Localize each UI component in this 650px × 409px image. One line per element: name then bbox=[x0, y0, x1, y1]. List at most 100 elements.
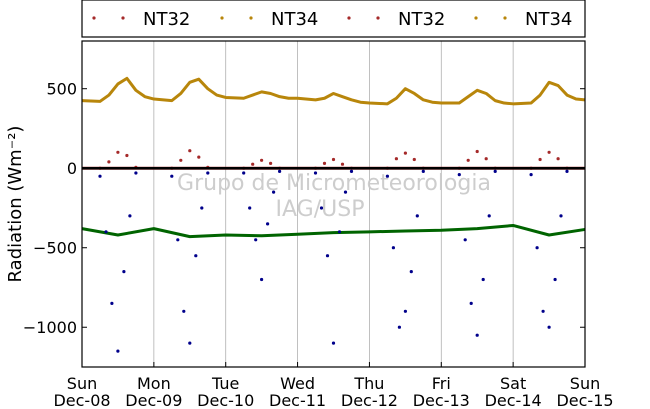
y-tick-label: −500 bbox=[33, 239, 77, 258]
legend-marker bbox=[220, 16, 224, 20]
data-point bbox=[541, 309, 545, 313]
data-point bbox=[475, 149, 479, 154]
data-point bbox=[194, 254, 198, 258]
data-point bbox=[269, 161, 273, 165]
data-point bbox=[179, 158, 183, 162]
x-tick-label: Fri bbox=[432, 374, 451, 393]
x-tick-label: Sun bbox=[570, 374, 600, 393]
legend-marker bbox=[121, 16, 125, 20]
data-point bbox=[260, 277, 264, 282]
data-point bbox=[188, 341, 192, 345]
data-point bbox=[475, 333, 479, 337]
data-point bbox=[134, 171, 138, 175]
x-tick-label: Dec-14 bbox=[485, 391, 542, 409]
legend: NT32 NT34 NT32 NT34 bbox=[92, 9, 572, 30]
data-point bbox=[484, 157, 488, 161]
data-point bbox=[266, 222, 270, 226]
x-tick-label: Dec-15 bbox=[556, 391, 613, 409]
x-tick-label: Thu bbox=[353, 374, 384, 393]
x-tick-label: Mon bbox=[137, 374, 171, 393]
legend-label: NT32 bbox=[143, 9, 190, 30]
data-point bbox=[325, 254, 330, 258]
data-point bbox=[343, 190, 348, 194]
data-point bbox=[188, 149, 192, 153]
y-axis-label: Radiation (Wm⁻²) bbox=[5, 126, 26, 283]
x-tick-label: Dec-12 bbox=[341, 391, 398, 409]
legend-box bbox=[81, 0, 586, 38]
legend-marker bbox=[347, 16, 351, 20]
data-point bbox=[493, 169, 497, 173]
data-point bbox=[116, 349, 120, 353]
data-point bbox=[481, 277, 485, 282]
data-point bbox=[415, 214, 419, 218]
x-tick-label: Dec-10 bbox=[197, 391, 254, 409]
legend-marker bbox=[474, 16, 478, 20]
series-0 bbox=[81, 76, 586, 106]
data-point bbox=[206, 171, 210, 175]
x-tick-label: Sun bbox=[67, 374, 97, 393]
legend-label: NT32 bbox=[398, 9, 445, 30]
data-point bbox=[385, 174, 389, 178]
data-point bbox=[313, 171, 318, 175]
data-point bbox=[487, 214, 491, 218]
data-point bbox=[391, 246, 395, 250]
data-point bbox=[469, 301, 473, 305]
data-point bbox=[529, 173, 533, 177]
data-point bbox=[170, 174, 174, 178]
legend-marker bbox=[249, 16, 253, 20]
data-point bbox=[260, 158, 264, 162]
data-point bbox=[553, 277, 557, 282]
data-point bbox=[559, 214, 563, 218]
plot-area bbox=[82, 41, 585, 367]
legend-entry: NT34 bbox=[220, 9, 318, 30]
series-4 bbox=[98, 169, 569, 353]
x-tick-label: Dec-09 bbox=[125, 391, 182, 409]
legend-marker bbox=[503, 16, 507, 20]
data-point bbox=[128, 214, 132, 218]
data-point bbox=[466, 158, 470, 162]
data-point bbox=[394, 157, 398, 161]
data-point bbox=[535, 246, 539, 250]
x-tick-label: Dec-13 bbox=[413, 391, 470, 409]
data-point bbox=[547, 325, 551, 329]
series-line bbox=[81, 223, 586, 239]
data-point bbox=[547, 150, 551, 154]
data-point bbox=[248, 206, 252, 210]
data-point bbox=[538, 157, 542, 162]
x-tick-label: Dec-11 bbox=[269, 391, 326, 409]
data-point bbox=[412, 157, 416, 162]
data-point bbox=[331, 341, 336, 345]
data-point bbox=[182, 309, 186, 313]
data-point bbox=[403, 309, 407, 313]
x-tick-label: Sat bbox=[500, 374, 526, 393]
data-point bbox=[98, 174, 102, 178]
data-point bbox=[322, 161, 327, 165]
y-tick-label: 500 bbox=[46, 80, 77, 99]
y-tick-label: 0 bbox=[67, 159, 77, 178]
legend-label: NT34 bbox=[271, 9, 318, 30]
data-point bbox=[110, 301, 114, 305]
x-axis: SunDec-08MonDec-09TueDec-10WedDec-11ThuD… bbox=[53, 362, 614, 409]
data-point bbox=[565, 169, 569, 173]
series-line bbox=[81, 76, 586, 106]
chart-marks bbox=[81, 76, 586, 353]
legend-entry: NT32 bbox=[92, 9, 190, 30]
data-point bbox=[409, 270, 413, 274]
legend-marker bbox=[92, 16, 96, 20]
data-point bbox=[340, 162, 345, 166]
data-point bbox=[556, 157, 560, 161]
data-point bbox=[251, 162, 255, 166]
data-point bbox=[197, 155, 201, 159]
data-point bbox=[349, 169, 354, 173]
data-point bbox=[403, 151, 407, 155]
watermark-line-2: IAG/USP bbox=[276, 197, 365, 222]
x-tick-label: Tue bbox=[211, 374, 239, 393]
data-point bbox=[272, 190, 276, 194]
series-3 bbox=[81, 223, 586, 239]
data-point bbox=[116, 150, 120, 154]
data-point bbox=[104, 230, 108, 234]
data-point bbox=[319, 206, 324, 210]
legend-marker bbox=[376, 16, 380, 20]
y-axis: 500 0 −500 −1000 bbox=[23, 80, 585, 337]
